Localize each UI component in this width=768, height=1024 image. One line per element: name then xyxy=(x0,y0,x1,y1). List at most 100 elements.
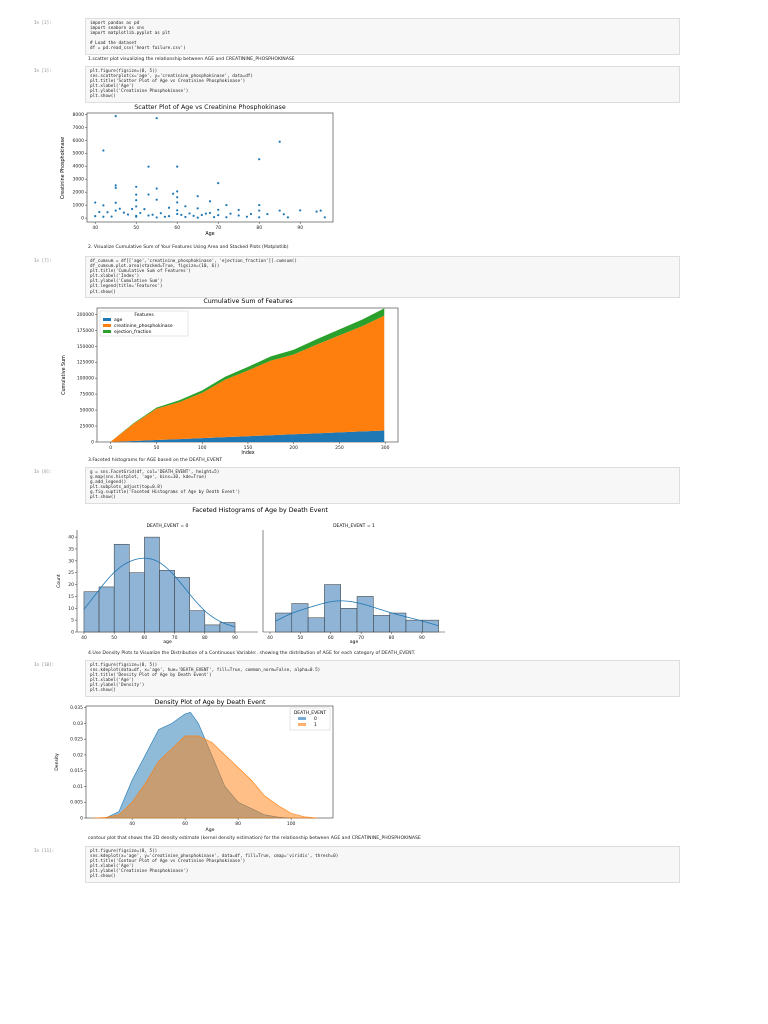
scatter-point xyxy=(192,214,195,218)
code-line: plt.xlabel('Age') xyxy=(90,84,134,90)
code-line: df = pd.read_csv('heart failure.csv') xyxy=(90,46,186,52)
scatter-point xyxy=(176,196,179,199)
scatter-point xyxy=(114,186,117,189)
code-line: plt.title('Contour Plot of Age vs Creati… xyxy=(90,859,246,865)
scatter-point xyxy=(217,214,220,217)
scatter-point xyxy=(282,213,285,216)
y-tick-label: 40 xyxy=(68,535,74,541)
x-tick-label: 80 xyxy=(256,225,262,231)
code-line: plt.xlabel('Index') xyxy=(90,274,140,280)
legend-title: DEATH_EVENT xyxy=(294,710,327,716)
y-tick-label: 5000 xyxy=(73,151,85,157)
scatter-point xyxy=(94,201,97,204)
scatter-point xyxy=(106,211,109,214)
code-line: # Load the dataset xyxy=(90,41,137,47)
histogram-bar xyxy=(405,619,423,633)
histogram-bar xyxy=(113,543,130,633)
x-tick-label: 300 xyxy=(381,445,390,451)
scatter-point xyxy=(155,117,158,120)
histogram-bar xyxy=(83,591,100,633)
y-tick-label: 0.025 xyxy=(70,737,83,743)
code-line: plt.show() xyxy=(90,874,116,880)
cell-prompt: In [10]: xyxy=(34,662,55,667)
scatter-point xyxy=(229,212,232,215)
y-tick-label: 5 xyxy=(71,618,74,624)
y-tick-label: 0.005 xyxy=(70,800,83,806)
code-line: plt.legend(title='Features') xyxy=(90,284,163,290)
scatter-point xyxy=(155,198,158,201)
x-tick-label: 40 xyxy=(92,225,98,231)
scatter-point xyxy=(278,209,281,212)
facet-title: DEATH_EVENT = 1 xyxy=(333,523,375,529)
scatter-point xyxy=(102,204,105,207)
code-cell[interactable]: plt.figure(figsize=(8, 5)) sns.kdeplot(da… xyxy=(85,660,680,697)
scatter-point xyxy=(135,193,138,196)
scatter-point xyxy=(114,209,117,212)
x-tick-label: 50 xyxy=(133,225,139,231)
code-cell[interactable]: g = sns.FacetGrid(df, col='DEATH_EVENT',… xyxy=(85,467,680,504)
histogram-bar xyxy=(275,612,293,633)
scatter-point xyxy=(151,213,154,216)
chart-title: Faceted Histograms of Age by Death Event xyxy=(192,507,328,514)
x-tick-label: 70 xyxy=(358,635,364,641)
code-line: plt.title('Cumulative Sum of Features') xyxy=(90,269,191,275)
code-line: sns.kdeplot(data=df, x='age', hue='DEATH… xyxy=(90,668,321,674)
histogram-bar xyxy=(422,619,439,633)
y-tick-label: 0.02 xyxy=(73,752,83,758)
x-tick-label: 250 xyxy=(335,445,344,451)
x-axis-label: age xyxy=(163,640,172,645)
legend-swatch xyxy=(298,723,306,726)
code-line: plt.show() xyxy=(90,688,116,694)
axes-frame xyxy=(86,112,334,223)
y-tick-label: 4000 xyxy=(73,164,85,170)
y-tick-label: 0 xyxy=(80,816,83,822)
scatter-point xyxy=(114,201,117,204)
code-line: import matplotlib.pyplot as plt xyxy=(90,31,171,37)
code-line: plt.subplots_adjust(top=0.8) xyxy=(90,485,163,491)
scatter-point xyxy=(147,214,150,217)
code-line: g.add_legend() xyxy=(90,480,127,486)
scatter-point xyxy=(126,213,130,216)
code-cell[interactable]: plt.figure(figsize=(8, 5)) sns.kdeplot(x=… xyxy=(85,846,680,883)
scatter-point xyxy=(286,216,289,219)
legend-label: age xyxy=(114,318,123,323)
scatter-point xyxy=(176,212,179,216)
code-cell[interactable]: plt.figure(figsize=(8, 5)) sns.scatterplo… xyxy=(85,66,680,103)
x-tick-label: 70 xyxy=(215,225,221,231)
code-cell[interactable]: import pandas as pd import seaborn as sns… xyxy=(85,18,680,55)
code-line: sns.kdeplot(x='age', y='creatinine_phosp… xyxy=(90,854,339,860)
y-tick-label: 175000 xyxy=(77,328,94,334)
x-tick-label: 100 xyxy=(198,445,207,451)
scatter-point xyxy=(135,199,138,202)
x-tick-label: 80 xyxy=(202,635,208,641)
scatter-point xyxy=(167,206,171,209)
legend-box xyxy=(99,310,189,337)
y-tick-label: 0.03 xyxy=(73,721,83,727)
histogram-bar xyxy=(307,617,325,633)
code-line: g = sns.FacetGrid(df, col='DEATH_EVENT',… xyxy=(90,470,220,475)
histogram-bar xyxy=(98,586,115,633)
histogram-bar xyxy=(144,536,160,633)
y-tick-label: 150000 xyxy=(77,344,94,350)
scatter-point xyxy=(159,212,162,215)
scatter-point xyxy=(217,182,220,185)
x-tick-label: 50 xyxy=(111,635,117,641)
scatter-point xyxy=(184,215,187,219)
y-tick-label: 0 xyxy=(71,630,74,636)
code-line: plt.show() xyxy=(90,495,116,501)
histogram-bar xyxy=(204,624,221,633)
code-line: plt.ylabel('Creatinine Phosphokinase') xyxy=(90,89,189,95)
legend-label: creatinine_phosphokinase xyxy=(114,323,173,329)
code-line: df_cumsum = df[['age','creatinine_phosph… xyxy=(90,259,297,264)
scatter-point xyxy=(258,209,261,212)
legend-label: 1 xyxy=(314,722,317,728)
scatter-point xyxy=(118,207,121,210)
scatter-point xyxy=(217,208,220,211)
code-cell[interactable]: df_cumsum = df[['age','creatinine_phosph… xyxy=(85,256,680,298)
scatter-point xyxy=(258,204,261,207)
legend-label: ejection_fraction xyxy=(114,329,152,335)
legend-swatch xyxy=(103,324,111,327)
y-tick-label: 0.035 xyxy=(70,705,83,711)
scatter-point xyxy=(110,215,113,218)
y-tick-label: 7000 xyxy=(73,125,85,131)
